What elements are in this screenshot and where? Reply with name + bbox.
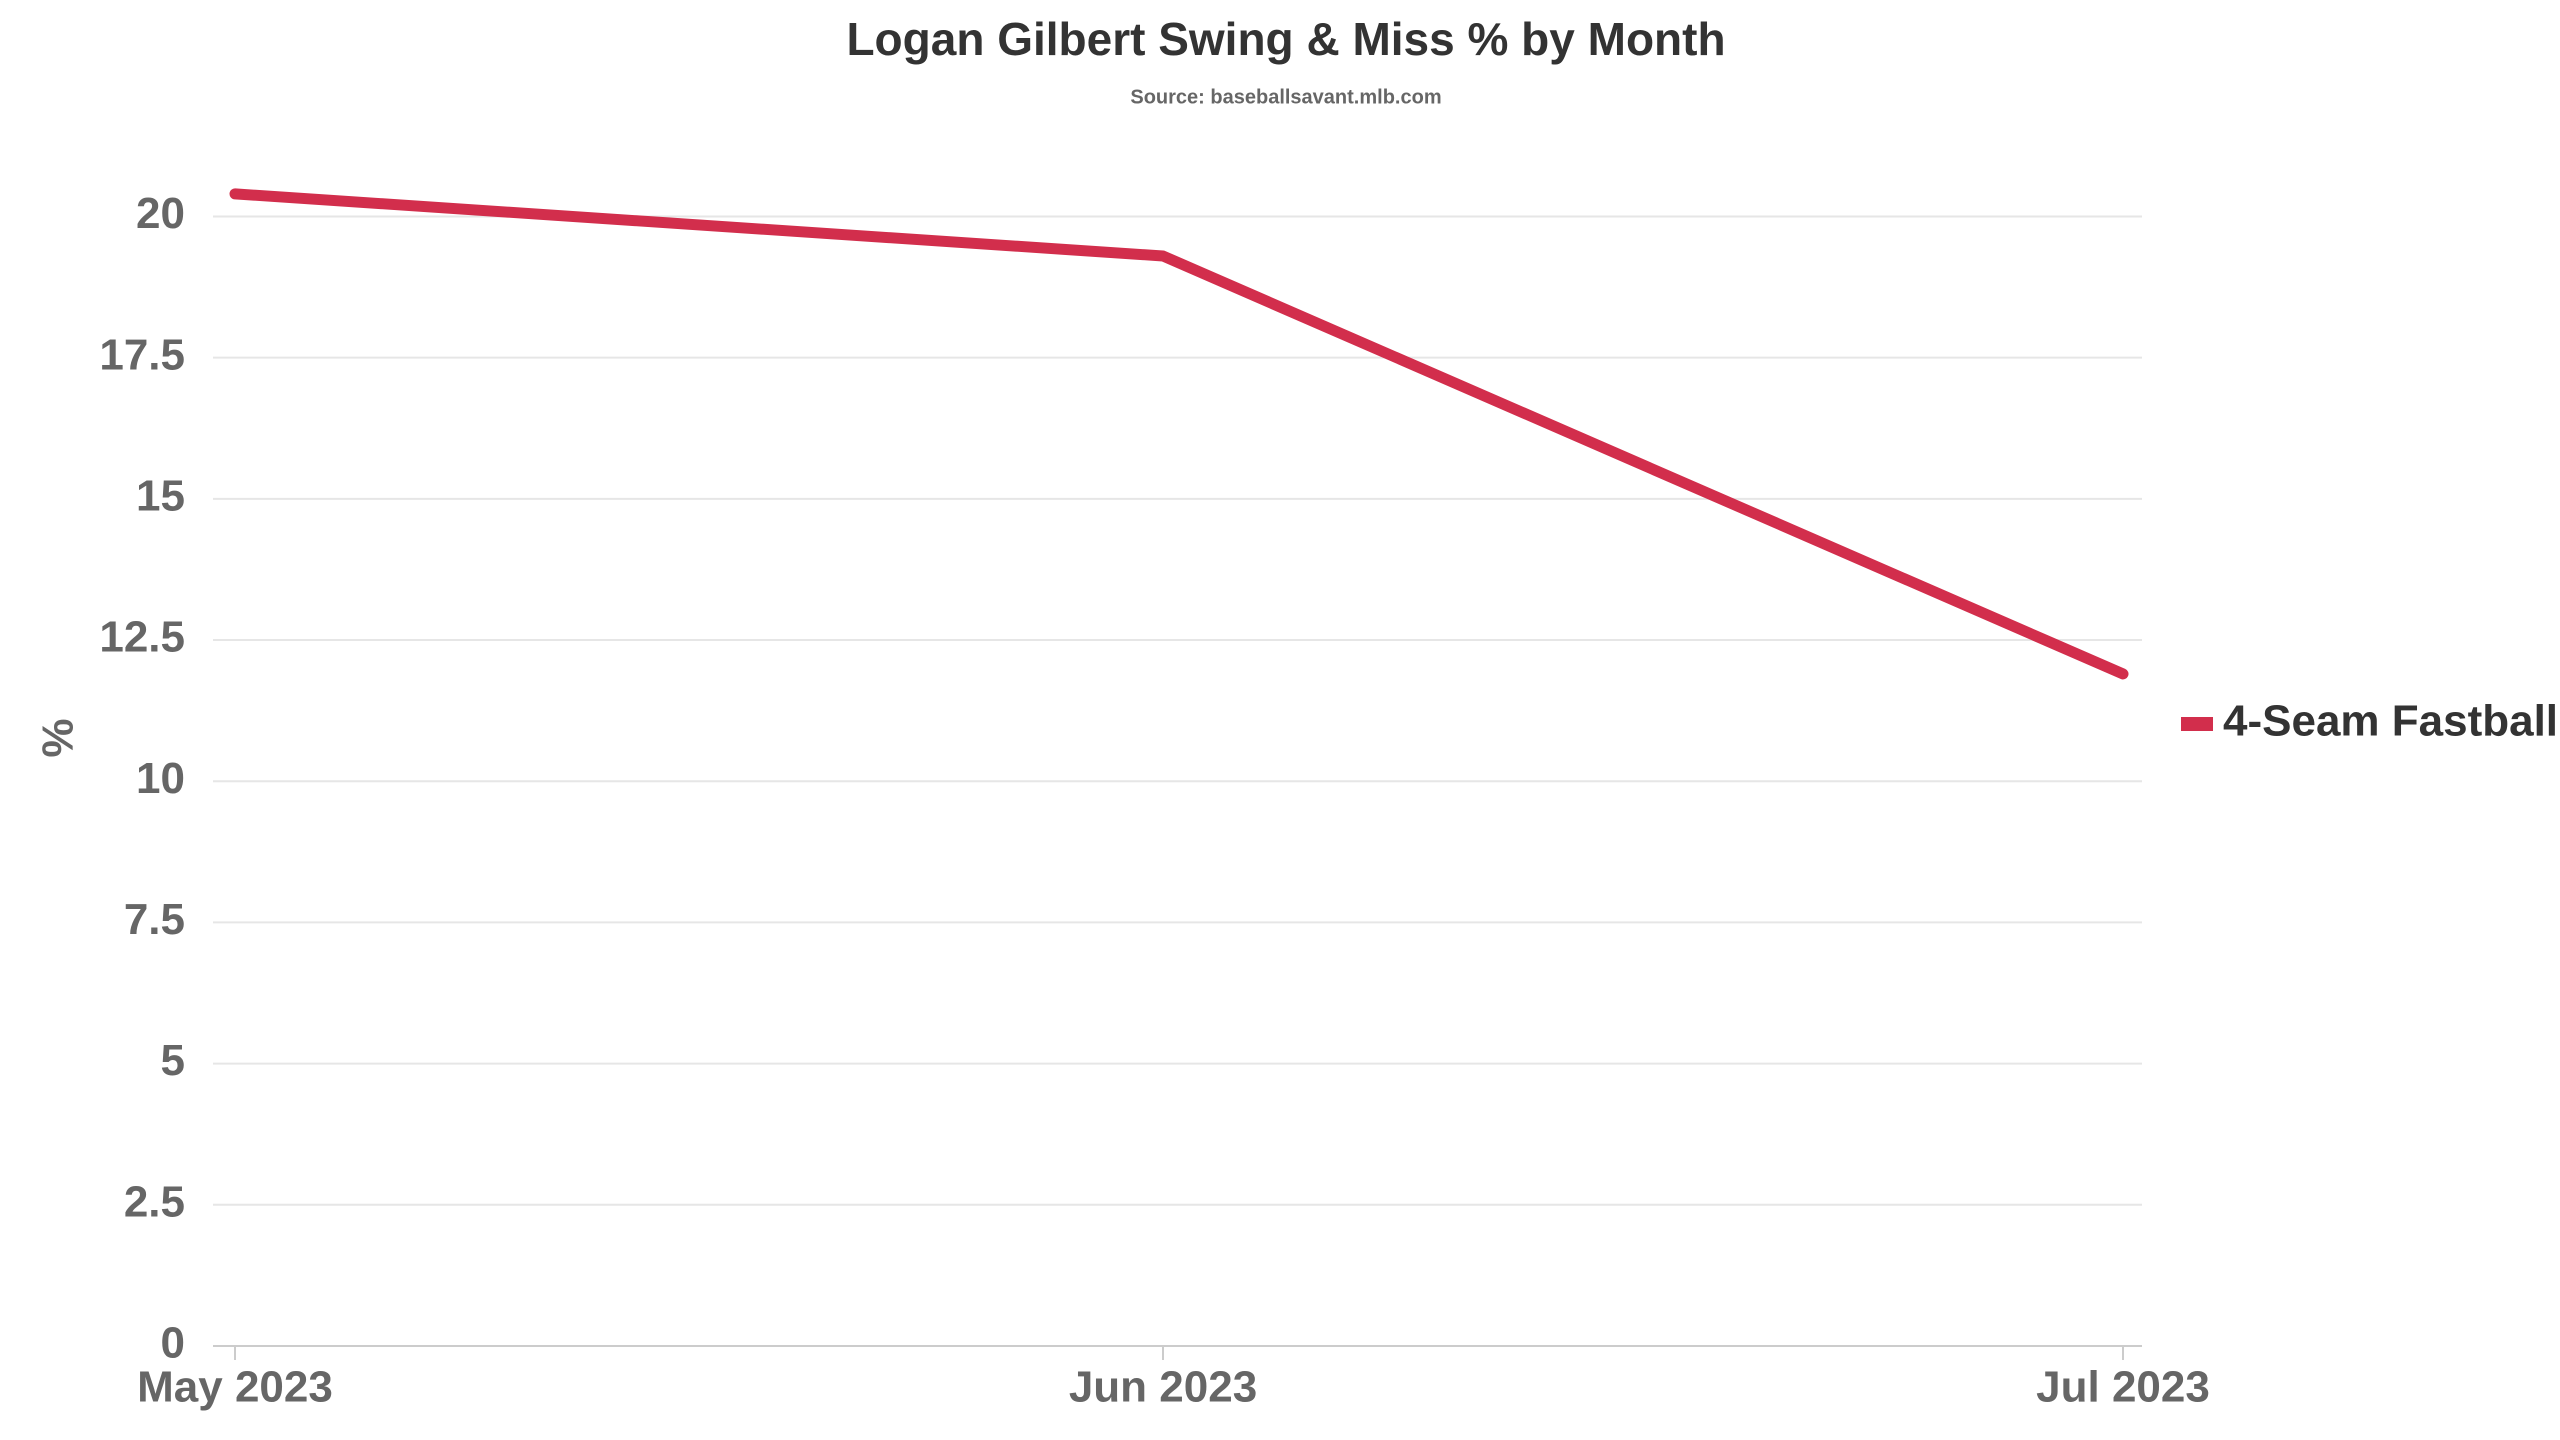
y-tick-label: 12.5: [99, 613, 185, 662]
x-tick-label: Jul 2023: [2036, 1363, 2210, 1412]
chart-subtitle: Source: baseballsavant.mlb.com: [1130, 86, 1441, 108]
y-tick-label: 10: [136, 754, 185, 803]
y-tick-label: 2.5: [124, 1177, 185, 1226]
y-tick-label: 7.5: [124, 895, 185, 944]
y-tick-label: 20: [136, 189, 185, 238]
x-tick-label: May 2023: [137, 1363, 333, 1412]
y-tick-label: 5: [161, 1036, 185, 1085]
x-tick-label: Jun 2023: [1069, 1363, 1257, 1412]
data-line: [229, 188, 2129, 680]
y-tick-label: 0: [161, 1319, 185, 1368]
y-tick-label: 17.5: [99, 330, 185, 379]
chart-title: Logan Gilbert Swing & Miss % by Month: [846, 13, 1725, 65]
legend-swatch: [2181, 717, 2213, 731]
y-axis-label: %: [34, 718, 83, 757]
y-tick-label: 15: [136, 471, 185, 520]
legend-label: 4-Seam Fastball: [2223, 697, 2558, 746]
